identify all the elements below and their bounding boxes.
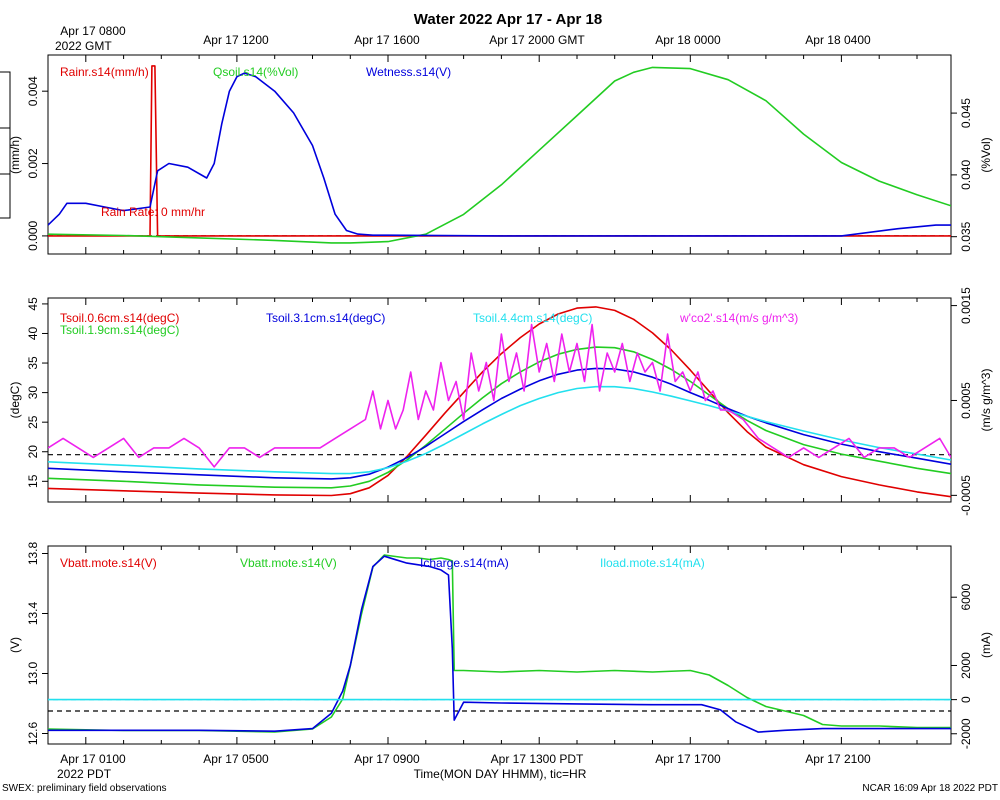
- top-axis-label: Apr 17 1600: [354, 33, 420, 47]
- bottom-axis-label: Apr 17 0900: [354, 752, 420, 766]
- y-tick-label-left: 12.6: [26, 721, 40, 745]
- footer-right: NCAR 16:09 Apr 18 2022 PDT: [862, 783, 998, 794]
- y-tick-label-right: 0.035: [959, 221, 973, 251]
- y-axis-label-right: (mA): [979, 632, 993, 658]
- legend-tsoil-3-1: Tsoil.3.1cm.s14(degC): [266, 311, 385, 325]
- chart-title: Water 2022 Apr 17 - Apr 18: [414, 11, 602, 28]
- y-tick-label-right: 0.0015: [959, 287, 973, 324]
- y-tick-label-left: 35: [26, 356, 40, 370]
- top-axis-label: Apr 17 0800: [60, 24, 126, 38]
- bottom-axis-corner: 2022 PDT: [57, 767, 112, 781]
- legend-iload: Iload.mote.s14(mA): [600, 556, 705, 570]
- series-line-qsoil-s14-vol: [48, 66, 951, 244]
- rain-rate-annotation: Rain Rate: 0 mm/hr: [101, 205, 205, 219]
- bottom-axis-label: Apr 17 1700: [655, 752, 721, 766]
- y-tick-label-right: 2000: [959, 652, 973, 679]
- legend-vbatt-green: Vbatt.mote.s14(V): [240, 556, 337, 570]
- y-axis-label-left: (V): [8, 637, 22, 653]
- bottom-axis-label: Apr 17 1300 PDT: [491, 752, 584, 766]
- left-edge-box: [0, 71, 11, 219]
- bottom-axis-label: Apr 17 0100: [60, 752, 126, 766]
- top-axis-label: Apr 17 2000 GMT: [489, 33, 585, 47]
- y-tick-label-left: 0.000: [26, 221, 40, 251]
- footer-left: SWEX: preliminary field observations: [2, 783, 167, 794]
- series-line-tsoil-4-4cm-s14-degc: [48, 385, 951, 475]
- y-tick-label-right: 0.0005: [959, 382, 973, 419]
- bottom-axis-label: Apr 17 0500: [203, 752, 269, 766]
- legend-tsoil-1-9: Tsoil.1.9cm.s14(degC): [60, 323, 179, 337]
- panel-water: 0.000 0.002 0.004 0.035 0.040 0.045 (mm/h) (%…: [8, 54, 993, 255]
- y-tick-label-left: 0.004: [26, 76, 40, 106]
- y-tick-label-left: 45: [26, 297, 40, 311]
- legend-rainr: Rainr.s14(mm/h): [60, 65, 149, 79]
- x-axis-label: Time(MON DAY HHMM), tic=HR: [414, 767, 587, 781]
- y-tick-label-right: 0.040: [959, 160, 973, 190]
- series-line-w-co2-s14-m-s-g-m-3: [48, 323, 951, 468]
- bottom-axis-labels: Apr 17 0100 Apr 17 0500 Apr 17 0900 Apr …: [57, 752, 871, 781]
- y-tick-label-left: 15: [26, 474, 40, 488]
- y-tick-label-right: 0.045: [959, 98, 973, 128]
- y-axis-label-left: (mm/h): [8, 136, 22, 174]
- y-tick-label-left: 40: [26, 327, 40, 341]
- series-line-icharge-s14-ma: [48, 555, 951, 733]
- legend-tsoil-0-6: Tsoil.0.6cm.s14(degC): [60, 311, 179, 325]
- y-tick-label-left: 13.8: [26, 541, 40, 565]
- legend-icharge: Icharge.s14(mA): [420, 556, 509, 570]
- y-axis-label-right: (%Vol): [979, 137, 993, 172]
- panel-frame: [47, 54, 952, 255]
- y-tick-label-left: 13.4: [26, 601, 40, 625]
- legend-tsoil-4-4: Tsoil.4.4cm.s14(degC): [473, 311, 592, 325]
- legend-qsoil: Qsoil.s14(%Vol): [213, 65, 298, 79]
- y-tick-label-left: 13.0: [26, 661, 40, 685]
- panel-frame: [47, 545, 952, 745]
- y-tick-label-left: 20: [26, 445, 40, 459]
- y-axis-label-right: (m/s g/m^3): [979, 369, 993, 432]
- top-axis-label: Apr 18 0000: [655, 33, 721, 47]
- legend-vbatt-red: Vbatt.mote.s14(V): [60, 556, 157, 570]
- y-tick-label-right: 6000: [959, 584, 973, 611]
- series-line-tsoil-1-9cm-s14-degc: [48, 346, 951, 489]
- series-line-wetness-s14-v: [48, 72, 951, 237]
- series-line-tsoil-0-6cm-s14-degc: [48, 306, 951, 498]
- top-axis-labels: Apr 17 0800 Apr 17 1200 Apr 17 1600 Apr …: [55, 24, 871, 53]
- y-axis-label-left: (degC): [8, 382, 22, 419]
- y-tick-label-left: 25: [26, 415, 40, 429]
- panel-temperature: 15 20 25 30 35 40 45 -0.0005 0.0005 0.0015 (degC)…: [8, 287, 993, 516]
- top-axis-corner: 2022 GMT: [55, 39, 112, 53]
- y-tick-label-left: 30: [26, 386, 40, 400]
- y-tick-label-right: -2000: [959, 718, 973, 749]
- top-axis-label: Apr 17 1200: [203, 33, 269, 47]
- bottom-axis-label: Apr 17 2100: [805, 752, 871, 766]
- legend-wetness: Wetness.s14(V): [366, 65, 451, 79]
- y-tick-label-left: 0.002: [26, 148, 40, 178]
- legend-wco2: w'co2'.s14(m/s g/m^3): [679, 311, 798, 325]
- top-axis-label: Apr 18 0400: [805, 33, 871, 47]
- y-tick-label-right: 0: [959, 696, 973, 703]
- series-line-vbatt-mote-s14-v: [48, 554, 951, 733]
- y-tick-label-right: -0.0005: [959, 475, 973, 516]
